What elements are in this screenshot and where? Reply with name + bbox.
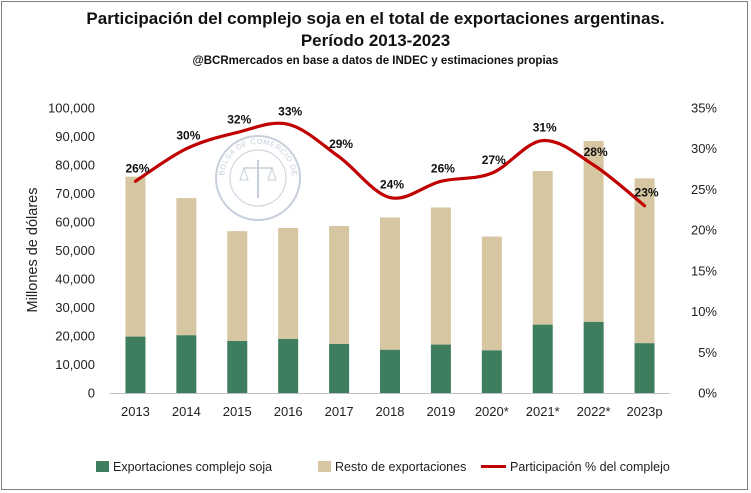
- bar-resto: [634, 178, 655, 344]
- x-tick-label: 2020*: [475, 404, 509, 419]
- chart-source: @BCRmercados en base a datos de INDEC y …: [192, 55, 559, 67]
- bar-soja: [125, 336, 146, 393]
- chart-subtitle: Período 2013-2023: [300, 31, 451, 50]
- bar-resto: [380, 217, 400, 350]
- chart-title: Participación del complejo soja en el to…: [86, 9, 665, 28]
- y-tick-label: 0: [88, 386, 95, 401]
- watermark-text: BOLSA DE COMERCIO DE ROSARIO: [0, 0, 299, 179]
- y-axis-title: Millones de dólares: [25, 188, 41, 313]
- bar-soja: [227, 340, 248, 393]
- y2-tick-label: 20%: [691, 223, 717, 238]
- x-tick-label: 2017: [325, 404, 354, 419]
- legend-label-soja: Exportaciones complejo soja: [113, 460, 272, 474]
- x-tick-label: 2016: [274, 404, 303, 419]
- y2-tick-label: 5%: [698, 345, 717, 360]
- line-data-label: 27%: [482, 153, 506, 167]
- y-axis-left: 0 10,000 20,000 30,000 40,000 50,000 60,000 70,…: [48, 101, 95, 401]
- bar-soja: [583, 321, 604, 393]
- y-tick-label: 40,000: [55, 272, 95, 287]
- line-layer: 26% 30% 32% 33% 29% 24% 26% 27% 31% 28% 23%: [125, 104, 659, 208]
- y2-tick-label: 0%: [698, 386, 717, 401]
- bar-soja: [481, 350, 502, 393]
- y-tick-label: 80,000: [55, 158, 95, 173]
- x-axis: 2013 2014 2015 2016 2017 2018 2019 2020* 2021* 20…: [110, 393, 670, 419]
- y-tick-label: 50,000: [55, 243, 95, 258]
- line-data-label: 23%: [635, 186, 659, 200]
- bar-soja: [634, 343, 655, 393]
- y2-tick-label: 30%: [691, 141, 717, 156]
- bar-soja: [380, 349, 400, 393]
- legend-swatch-resto: [318, 461, 331, 472]
- bar-resto: [227, 231, 248, 341]
- bar-resto: [278, 227, 299, 339]
- bars-layer: [125, 141, 655, 393]
- x-tick-label: 2014: [172, 404, 201, 419]
- line-data-label: 26%: [125, 161, 149, 175]
- bar-resto: [125, 176, 146, 337]
- svg-text:BOLSA DE COMERCIO DE ROSARIO: BOLSA DE COMERCIO DE ROSARIO: [0, 0, 299, 179]
- y2-tick-label: 25%: [691, 182, 717, 197]
- bar-resto: [430, 207, 451, 345]
- y2-tick-label: 15%: [691, 263, 717, 278]
- x-tick-label: 2015: [223, 404, 252, 419]
- y-axis-right: 0% 5% 10% 15% 20% 25% 30% 35%: [691, 101, 717, 401]
- bar-resto: [329, 225, 350, 344]
- x-tick-label: 2023p: [626, 404, 662, 419]
- bar-resto: [481, 236, 502, 351]
- y2-tick-label: 35%: [691, 101, 717, 116]
- legend-swatch-soja: [96, 461, 109, 472]
- bar-soja: [532, 324, 553, 393]
- line-data-label: 30%: [176, 129, 200, 143]
- y-tick-label: 70,000: [55, 186, 95, 201]
- legend-label-line: Participación % del complejo: [510, 460, 670, 474]
- y-tick-label: 10,000: [55, 357, 95, 372]
- y-tick-label: 60,000: [55, 215, 95, 230]
- y-tick-label: 20,000: [55, 329, 95, 344]
- x-tick-label: 2018: [376, 404, 405, 419]
- y2-tick-label: 10%: [691, 304, 717, 319]
- x-tick-label: 2019: [426, 404, 455, 419]
- y-tick-label: 100,000: [48, 101, 95, 116]
- line-data-label: 32%: [227, 112, 251, 126]
- y-tick-label: 30,000: [55, 300, 95, 315]
- line-data-label: 31%: [533, 121, 557, 135]
- legend: Exportaciones complejo soja Resto de expo…: [96, 460, 670, 474]
- x-tick-label: 2022*: [577, 404, 611, 419]
- x-tick-label: 2021*: [526, 404, 560, 419]
- line-data-label: 29%: [329, 137, 353, 151]
- legend-label-resto: Resto de exportaciones: [335, 460, 466, 474]
- bar-resto: [583, 141, 604, 322]
- bar-soja: [176, 335, 197, 393]
- line-data-label: 24%: [380, 178, 404, 192]
- bar-soja: [329, 343, 350, 393]
- bar-resto: [176, 198, 197, 336]
- line-data-label: 26%: [431, 161, 455, 175]
- x-tick-label: 2013: [121, 404, 150, 419]
- line-data-label: 28%: [584, 145, 608, 159]
- bar-resto: [532, 170, 553, 325]
- bcr-watermark-seal: BOLSA DE COMERCIO DE ROSARIO: [0, 0, 301, 221]
- bar-soja: [278, 338, 299, 393]
- bar-soja: [430, 344, 451, 393]
- participation-line: [133, 121, 647, 208]
- y-tick-label: 90,000: [55, 129, 95, 144]
- line-data-label: 33%: [278, 104, 302, 118]
